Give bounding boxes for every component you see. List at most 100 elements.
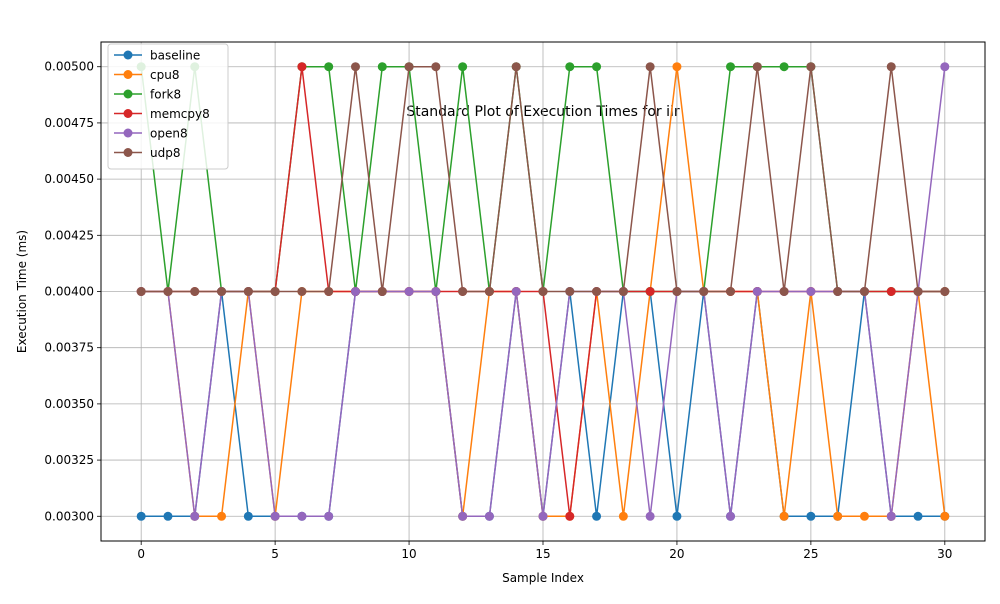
x-tick-label: 5 <box>271 547 279 561</box>
legend-swatch-marker <box>123 109 133 118</box>
data-point-udp8 <box>913 287 923 296</box>
data-point-udp8 <box>699 287 709 296</box>
legend-swatch-marker <box>123 89 133 99</box>
series-layer <box>136 62 950 521</box>
data-point-open8 <box>297 511 307 521</box>
data-point-udp8 <box>350 62 360 72</box>
legend-item-cpu8: cpu8 <box>114 68 179 82</box>
y-tick-label: 0.00450 <box>44 172 94 186</box>
legend-item-baseline: baseline <box>114 49 200 63</box>
data-point-udp8 <box>270 287 280 296</box>
data-point-udp8 <box>886 62 896 72</box>
y-axis-label: Execution Time (ms) <box>15 230 29 353</box>
data-point-open8 <box>484 511 494 521</box>
data-point-fork8 <box>726 62 736 72</box>
data-point-udp8 <box>618 287 628 296</box>
data-point-udp8 <box>645 62 655 72</box>
data-point-udp8 <box>806 62 816 72</box>
legend-swatch-marker <box>123 148 133 157</box>
data-point-udp8 <box>592 287 602 296</box>
data-point-udp8 <box>672 287 682 296</box>
data-point-baseline <box>806 511 816 521</box>
legend-swatch-marker <box>123 128 133 138</box>
y-tick-label: 0.00425 <box>44 228 94 242</box>
legend-item-udp8: udp8 <box>114 146 180 160</box>
data-point-udp8 <box>404 62 414 72</box>
legend-item-open8: open8 <box>114 127 188 141</box>
data-point-udp8 <box>511 62 521 72</box>
y-tick-label: 0.00500 <box>44 60 94 74</box>
legend-item-fork8: fork8 <box>114 88 181 102</box>
data-point-udp8 <box>190 287 200 296</box>
data-point-open8 <box>404 287 414 296</box>
legend-label: fork8 <box>150 88 181 102</box>
y-tick-label: 0.00325 <box>44 453 94 467</box>
data-point-open8 <box>806 287 816 296</box>
data-point-open8 <box>190 511 200 521</box>
data-point-cpu8 <box>618 511 628 521</box>
data-point-udp8 <box>163 287 173 296</box>
data-point-baseline <box>913 511 923 521</box>
legend-label: cpu8 <box>150 68 179 82</box>
data-point-open8 <box>886 511 896 521</box>
data-point-udp8 <box>726 287 736 296</box>
data-point-baseline <box>592 511 602 521</box>
data-point-fork8 <box>565 62 575 72</box>
data-point-open8 <box>752 287 762 296</box>
legend-label: open8 <box>150 127 188 141</box>
data-point-udp8 <box>940 287 950 296</box>
legend-label: udp8 <box>150 146 180 160</box>
x-tick-label: 25 <box>803 547 818 561</box>
x-tick-label: 0 <box>137 547 145 561</box>
data-point-memcpy8 <box>645 287 655 296</box>
data-point-udp8 <box>243 287 253 296</box>
data-point-open8 <box>645 511 655 521</box>
y-tick-label: 0.00350 <box>44 397 94 411</box>
legend: baseline cpu8 fork8 memcpy8 open8 udp8 <box>107 43 229 170</box>
data-point-udp8 <box>136 287 146 296</box>
data-point-open8 <box>350 287 360 296</box>
legend-item-memcpy8: memcpy8 <box>114 107 210 121</box>
data-point-baseline <box>672 511 682 521</box>
data-point-udp8 <box>752 62 762 72</box>
data-point-udp8 <box>779 287 789 296</box>
data-point-cpu8 <box>859 511 869 521</box>
data-point-memcpy8 <box>886 287 896 296</box>
legend-swatch-marker <box>123 70 133 79</box>
data-point-open8 <box>458 511 468 521</box>
legend-label: memcpy8 <box>150 107 210 121</box>
data-point-open8 <box>270 511 280 521</box>
data-point-udp8 <box>324 287 334 296</box>
y-tick-label: 0.00375 <box>44 341 94 355</box>
data-point-udp8 <box>538 287 548 296</box>
data-point-udp8 <box>377 287 387 296</box>
data-point-cpu8 <box>779 511 789 521</box>
data-point-udp8 <box>859 287 869 296</box>
data-point-cpu8 <box>940 511 950 521</box>
legend-label: baseline <box>150 49 200 63</box>
y-tick-label: 0.00300 <box>44 509 94 523</box>
x-tick-label: 30 <box>937 547 952 561</box>
y-tick-label: 0.00400 <box>44 285 94 299</box>
data-point-baseline <box>163 511 173 521</box>
data-point-udp8 <box>431 62 441 72</box>
data-point-fork8 <box>592 62 602 72</box>
data-point-udp8 <box>297 287 307 296</box>
data-point-udp8 <box>484 287 494 296</box>
data-point-cpu8 <box>672 62 682 72</box>
data-point-open8 <box>726 511 736 521</box>
data-point-cpu8 <box>833 511 843 521</box>
x-axis-label: Sample Index <box>502 571 584 585</box>
data-point-open8 <box>511 287 521 296</box>
axis-ticks: 0 5 10 15 20 25 30 0.00300 0.00325 0.00350 0.00375… <box>44 60 952 561</box>
y-tick-label: 0.00475 <box>44 116 94 130</box>
x-tick-label: 15 <box>535 547 550 561</box>
x-tick-label: 10 <box>401 547 416 561</box>
x-tick-label: 20 <box>669 547 684 561</box>
data-point-fork8 <box>779 62 789 72</box>
series-udp8 <box>136 62 950 296</box>
data-point-baseline <box>136 511 146 521</box>
data-point-udp8 <box>217 287 227 296</box>
